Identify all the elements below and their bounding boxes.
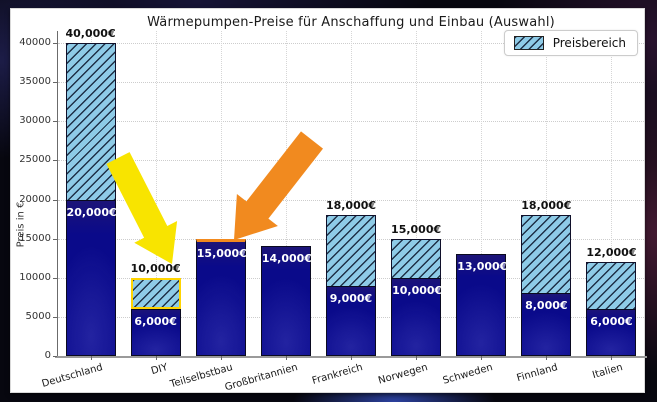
- bar-solid-segment: 10,000€: [391, 277, 443, 356]
- y-axis-spine: [57, 31, 58, 357]
- bar-range-segment: [521, 215, 572, 294]
- bar-solid-segment: 13,000€: [456, 254, 508, 356]
- x-tick-mark: [220, 356, 222, 360]
- bar-solid-segment: 9,000€: [326, 285, 376, 356]
- y-tick-label: 25000: [19, 154, 51, 166]
- bar-schweden: 13,000€: [456, 254, 508, 356]
- bar-range-segment: [130, 277, 181, 310]
- legend-label: Preisbereich: [552, 36, 626, 50]
- bar-solid-segment: 14,000€: [260, 246, 312, 356]
- x-tick-mark: [351, 356, 352, 360]
- y-tick-mark: [53, 160, 57, 162]
- y-tick-mark: [53, 316, 57, 318]
- bar-value-label-inside: 6,000€: [134, 315, 177, 329]
- bar-value-label-inside: 15,000€: [196, 246, 247, 260]
- bar-norwegen: 10,000€: [391, 238, 443, 356]
- x-tick-mark: [90, 356, 92, 360]
- x-tick-mark: [481, 356, 483, 360]
- bar-value-label-inside: 6,000€: [590, 315, 633, 329]
- bar-solid-segment: 8,000€: [521, 293, 572, 356]
- bar-deutschland: 20,000€: [65, 43, 117, 356]
- y-tick-label: 20000: [19, 193, 51, 205]
- y-tick-mark: [53, 199, 57, 201]
- bar-solid-segment: 6,000€: [586, 309, 637, 356]
- bar-solid-segment: 15,000€: [195, 238, 247, 356]
- bar-range-segment: [326, 215, 376, 286]
- bar-range-segment: [65, 43, 116, 200]
- legend: Preisbereich: [503, 30, 638, 56]
- x-tick-mark: [285, 356, 287, 360]
- y-tick-label: 30000: [19, 115, 51, 127]
- y-tick-mark: [53, 356, 57, 357]
- bar-value-label-above: 10,000€: [130, 261, 181, 275]
- gridline-vertical: [220, 31, 222, 356]
- bar-diy: 6,000€: [130, 277, 181, 356]
- bar-italien: 6,000€: [586, 262, 637, 356]
- legend-hatch-swatch-icon: [513, 36, 544, 50]
- x-tick-mark: [416, 356, 418, 360]
- bar-value-label-inside: 10,000€: [392, 283, 443, 297]
- bar-value-label-above: 40,000€: [65, 27, 116, 40]
- bar-value-label-above: 18,000€: [521, 199, 572, 213]
- bar-value-label-above: 18,000€: [325, 199, 377, 213]
- bar-value-label-inside: 14,000€: [261, 252, 312, 266]
- bar-großbritannien: 14,000€: [260, 246, 312, 356]
- gridline-vertical: [416, 31, 418, 356]
- y-tick-label: 0: [44, 350, 51, 361]
- gridline-vertical: [546, 31, 548, 356]
- bar-solid-segment: 6,000€: [130, 309, 181, 356]
- gridline-vertical: [351, 31, 352, 356]
- y-tick-mark: [53, 121, 57, 123]
- bar-value-label-inside: 8,000€: [525, 299, 568, 313]
- y-tick-label: 10000: [19, 271, 51, 283]
- bar-value-label-above: 15,000€: [391, 222, 442, 236]
- bar-value-label-inside: 9,000€: [329, 291, 373, 305]
- x-tick-mark: [155, 356, 157, 360]
- bar-finnland: 8,000€: [521, 215, 572, 356]
- chart-title: Wärmepumpen-Preise für Anschaffung und E…: [147, 15, 555, 30]
- bar-solid-segment: 20,000€: [65, 199, 117, 356]
- y-tick-mark: [53, 238, 57, 240]
- x-tick-mark: [611, 356, 613, 360]
- y-tick-mark: [53, 82, 57, 84]
- bar-frankreich: 9,000€: [326, 215, 376, 356]
- bar-range-segment: [586, 262, 637, 310]
- bar-teilselbstbau: 15,000€: [195, 238, 247, 356]
- gridline-vertical: [481, 31, 483, 356]
- bar-range-segment: [391, 238, 442, 278]
- plot-area: 20,000€ 40,000€ 6,000€ 10,000€ 15,000€ 14,000…: [58, 27, 644, 356]
- y-tick-label: 15000: [19, 232, 51, 244]
- y-tick-label: 40000: [19, 37, 51, 48]
- y-tick-label: 35000: [19, 76, 51, 88]
- bar-value-label-above: 12,000€: [586, 246, 637, 260]
- chart-figure: Wärmepumpen-Preise für Anschaffung und E…: [10, 8, 647, 393]
- x-tick-mark: [546, 356, 548, 360]
- gridline-vertical: [611, 31, 613, 356]
- y-tick-mark: [53, 277, 57, 279]
- y-tick-label: 5000: [25, 310, 51, 322]
- bar-value-label-inside: 13,000€: [457, 260, 508, 274]
- y-tick-mark: [53, 43, 57, 44]
- bar-value-label-inside: 20,000€: [66, 205, 117, 219]
